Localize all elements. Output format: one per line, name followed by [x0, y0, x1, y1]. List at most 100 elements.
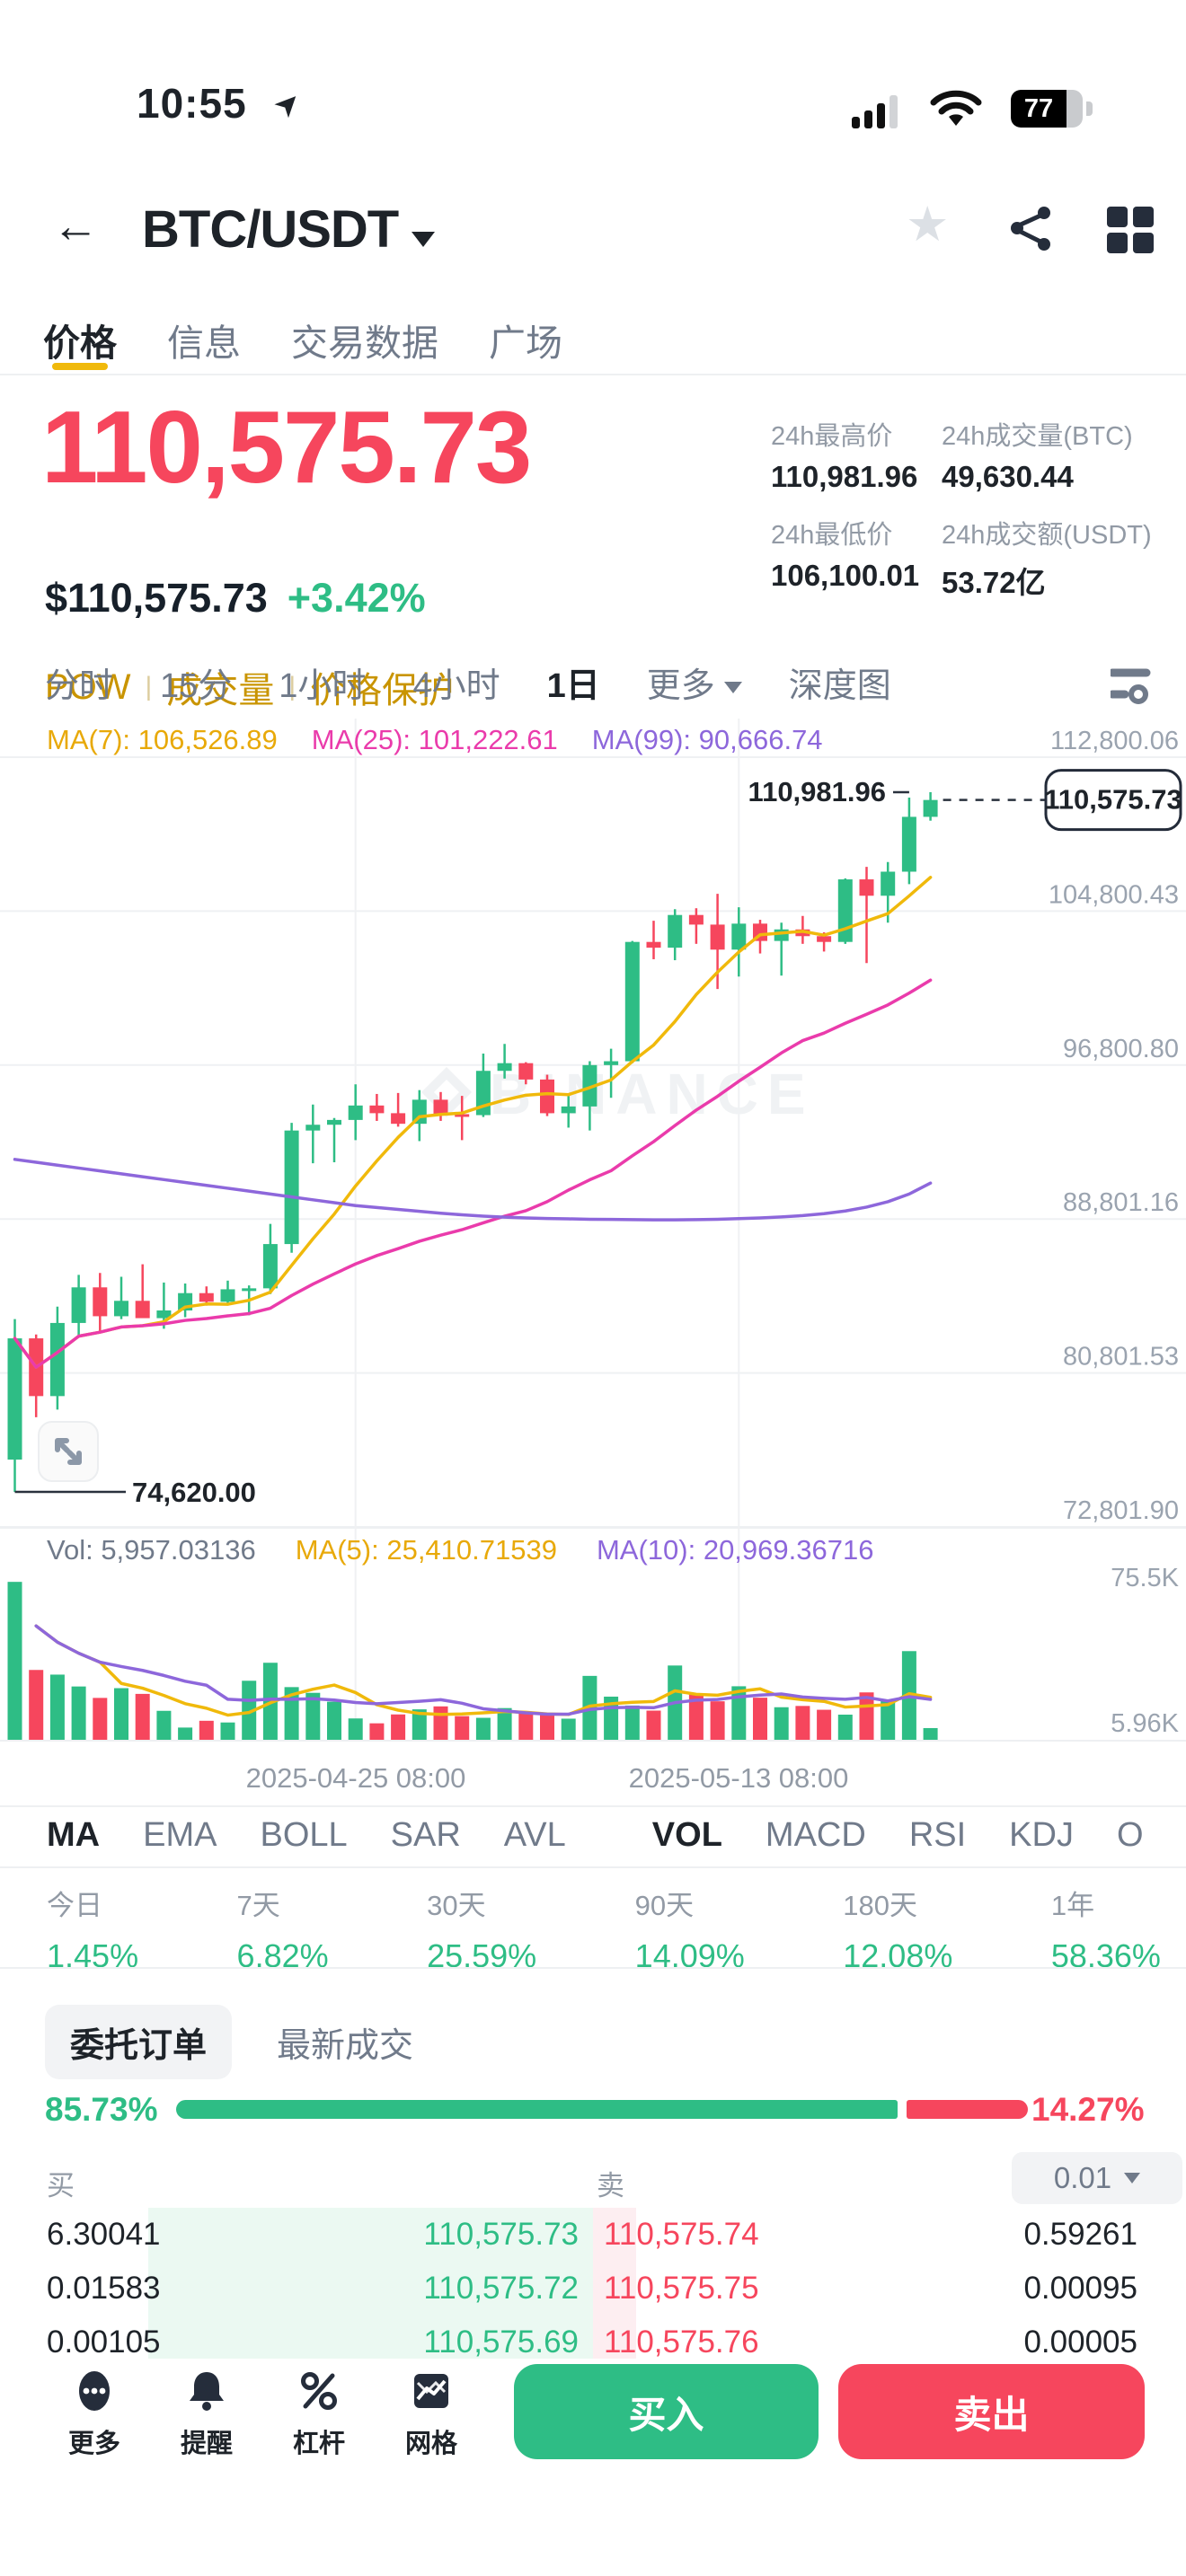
back-button[interactable]: ← — [52, 200, 99, 252]
indicator-avl[interactable]: AVL — [503, 1815, 566, 1854]
timeframe-row: 分时 15分 1小时 4小时 1日 更多 深度图 — [45, 657, 891, 707]
buy-depth-bar — [148, 2208, 593, 2359]
stat-24h-high: 24h最高价 110,981.96 — [771, 422, 918, 493]
grid-trading-button[interactable]: 网格 — [382, 2369, 481, 2460]
buy-column-label: 买 — [47, 2170, 75, 2201]
indicator-ma[interactable]: MA — [47, 1815, 101, 1854]
tf-15m[interactable]: 15分 — [160, 667, 233, 705]
svg-text:80,801.53: 80,801.53 — [1063, 1343, 1179, 1372]
indicator-tabs: MA EMA BOLL SAR AVL VOL MACD RSI KDJ O — [47, 1813, 1170, 1857]
x-tick-1: 2025-04-25 08:00 — [245, 1762, 466, 1794]
vol-label: Vol: 5,957.03136 — [47, 1534, 256, 1566]
svg-text:110,981.96: 110,981.96 — [748, 776, 886, 807]
location-arrow-icon: ➤ — [266, 83, 309, 126]
perf-180d: 180天 12.08% — [843, 1890, 953, 1974]
divider — [0, 1805, 1186, 1807]
fiat-price: $110,575.73 — [45, 575, 268, 621]
svg-text:104,800.43: 104,800.43 — [1049, 880, 1179, 909]
tab-order-book[interactable]: 委托订单 — [45, 2005, 233, 2079]
tf-more[interactable]: 更多 — [647, 657, 742, 707]
volume-legend: Vol: 5,957.03136 MA(5): 25,410.71539 MA(… — [47, 1534, 873, 1566]
tab-price[interactable]: 价格 — [43, 322, 117, 364]
volume-chart[interactable]: 75.5K 5.96K — [0, 1527, 1186, 1759]
divider — [0, 1967, 1186, 1969]
buy-ratio-percent: 85.73% — [45, 2091, 158, 2128]
indicator-vol[interactable]: VOL — [651, 1815, 722, 1854]
fiat-price-row: $110,575.73 +3.42% — [45, 575, 426, 622]
perf-30d: 30天 25.59% — [427, 1890, 537, 1974]
buy-button[interactable]: 买入 — [514, 2364, 819, 2459]
more-button[interactable]: 更多 — [45, 2369, 144, 2460]
stat-24h-volume-btc: 24h成交量(BTC) 49,630.44 — [942, 422, 1133, 493]
indicator-ema[interactable]: EMA — [143, 1815, 217, 1854]
indicator-obv[interactable]: O — [1116, 1815, 1144, 1854]
status-time: 10:55 — [137, 80, 247, 127]
precision-dropdown[interactable]: 0.01 — [1012, 2152, 1182, 2204]
orderbook-row[interactable]: 0.00105 110,575.69 110,575.76 0.00005 — [47, 2325, 1137, 2359]
svg-text:72,801.90: 72,801.90 — [1063, 1496, 1179, 1525]
indicator-boll[interactable]: BOLL — [260, 1815, 348, 1854]
tag-price-protection[interactable]: 价格保护 — [310, 671, 455, 710]
sell-ratio-segment — [907, 2100, 1028, 2119]
indicator-sar[interactable]: SAR — [390, 1815, 461, 1854]
vol-ma5-label: MA(5): 25,410.71539 — [295, 1534, 557, 1566]
x-tick-2: 2025-05-13 08:00 — [628, 1762, 849, 1794]
sell-depth-bar — [593, 2208, 636, 2359]
perf-today: 今日 1.45% — [47, 1890, 139, 1974]
expand-chart-button[interactable] — [38, 1421, 99, 1482]
orderbook-rows: 6.30041 110,575.73 110,575.74 0.59261 0.01… — [0, 2208, 1186, 2359]
24h-stats: 24h最高价 110,981.96 24h成交量(BTC) 49,630.44 … — [771, 415, 1186, 622]
indicator-rsi[interactable]: RSI — [908, 1815, 967, 1854]
divider — [0, 1527, 1186, 1529]
more-icon — [79, 2371, 110, 2411]
tag-volume[interactable]: 成交量 — [166, 671, 275, 710]
orderbook-row[interactable]: 0.01583 110,575.72 110,575.75 0.00095 — [47, 2271, 1137, 2306]
chevron-down-icon — [1124, 2173, 1141, 2183]
perf-1y: 1年 58.36% — [1050, 1890, 1161, 1974]
performance-row: 今日 1.45% 7天 6.82% 30天 25.59% 90天 14.09% 180天… — [47, 1883, 1161, 1975]
leverage-icon — [301, 2372, 337, 2410]
last-price: 110,575.73 — [41, 391, 532, 505]
tf-time[interactable]: 分时 — [45, 667, 114, 705]
ma-legend: MA(7): 106,526.89 MA(25): 101,222.61 MA(… — [47, 724, 823, 756]
ma7-label: MA(7): 106,526.89 — [47, 724, 278, 755]
cellular-signal-icon — [852, 95, 898, 128]
tab-info[interactable]: 信息 — [167, 322, 241, 364]
share-icon[interactable] — [1008, 205, 1055, 253]
chart-settings-icon[interactable] — [1111, 666, 1155, 706]
favorite-star-icon[interactable]: ★ — [906, 198, 950, 251]
pair-dropdown-caret-icon[interactable] — [412, 232, 435, 247]
stat-24h-turnover-usdt: 24h成交额(USDT) 53.72亿 — [942, 521, 1152, 599]
candlestick-chart[interactable]: 112,800.06 104,800.43 96,800.80 88,801.16 80… — [0, 719, 1186, 1527]
tab-latest-trades[interactable]: 最新成交 — [277, 2027, 414, 2065]
grid-trading-icon — [414, 2374, 448, 2408]
depth-chart-button[interactable]: 深度图 — [788, 667, 891, 705]
leverage-button[interactable]: 杠杆 — [270, 2369, 368, 2460]
alert-button[interactable]: 提醒 — [157, 2369, 256, 2460]
tf-4h[interactable]: 4小时 — [412, 667, 500, 705]
expand-arrows-icon — [55, 1438, 82, 1465]
svg-text:5.96K: 5.96K — [1111, 1709, 1179, 1738]
indicator-macd[interactable]: MACD — [765, 1815, 866, 1854]
svg-text:96,800.80: 96,800.80 — [1063, 1035, 1179, 1063]
alert-bell-icon — [190, 2372, 224, 2411]
svg-text:74,620.00: 74,620.00 — [132, 1477, 256, 1508]
tab-square[interactable]: 广场 — [489, 322, 562, 364]
svg-text:110,575.73: 110,575.73 — [1044, 784, 1182, 816]
pair-title[interactable]: BTC/USDT — [142, 200, 399, 259]
active-tab-underline — [52, 363, 108, 370]
tf-1h[interactable]: 1小时 — [279, 667, 367, 705]
tab-trading-data[interactable]: 交易数据 — [291, 322, 438, 364]
layout-grid-icon[interactable] — [1107, 207, 1154, 253]
chevron-down-icon — [723, 682, 742, 694]
svg-text:75.5K: 75.5K — [1111, 1564, 1179, 1592]
battery-percent: 77 — [1011, 90, 1067, 128]
orderbook-row[interactable]: 6.30041 110,575.73 110,575.74 0.59261 — [47, 2217, 1137, 2252]
tf-1d[interactable]: 1日 — [546, 667, 600, 705]
tag-pow[interactable]: POW — [45, 666, 131, 707]
buy-ratio-segment — [176, 2100, 898, 2119]
sell-button[interactable]: 卖出 — [838, 2364, 1145, 2459]
sell-column-label: 卖 — [597, 2170, 624, 2201]
indicator-kdj[interactable]: KDJ — [1009, 1815, 1074, 1854]
